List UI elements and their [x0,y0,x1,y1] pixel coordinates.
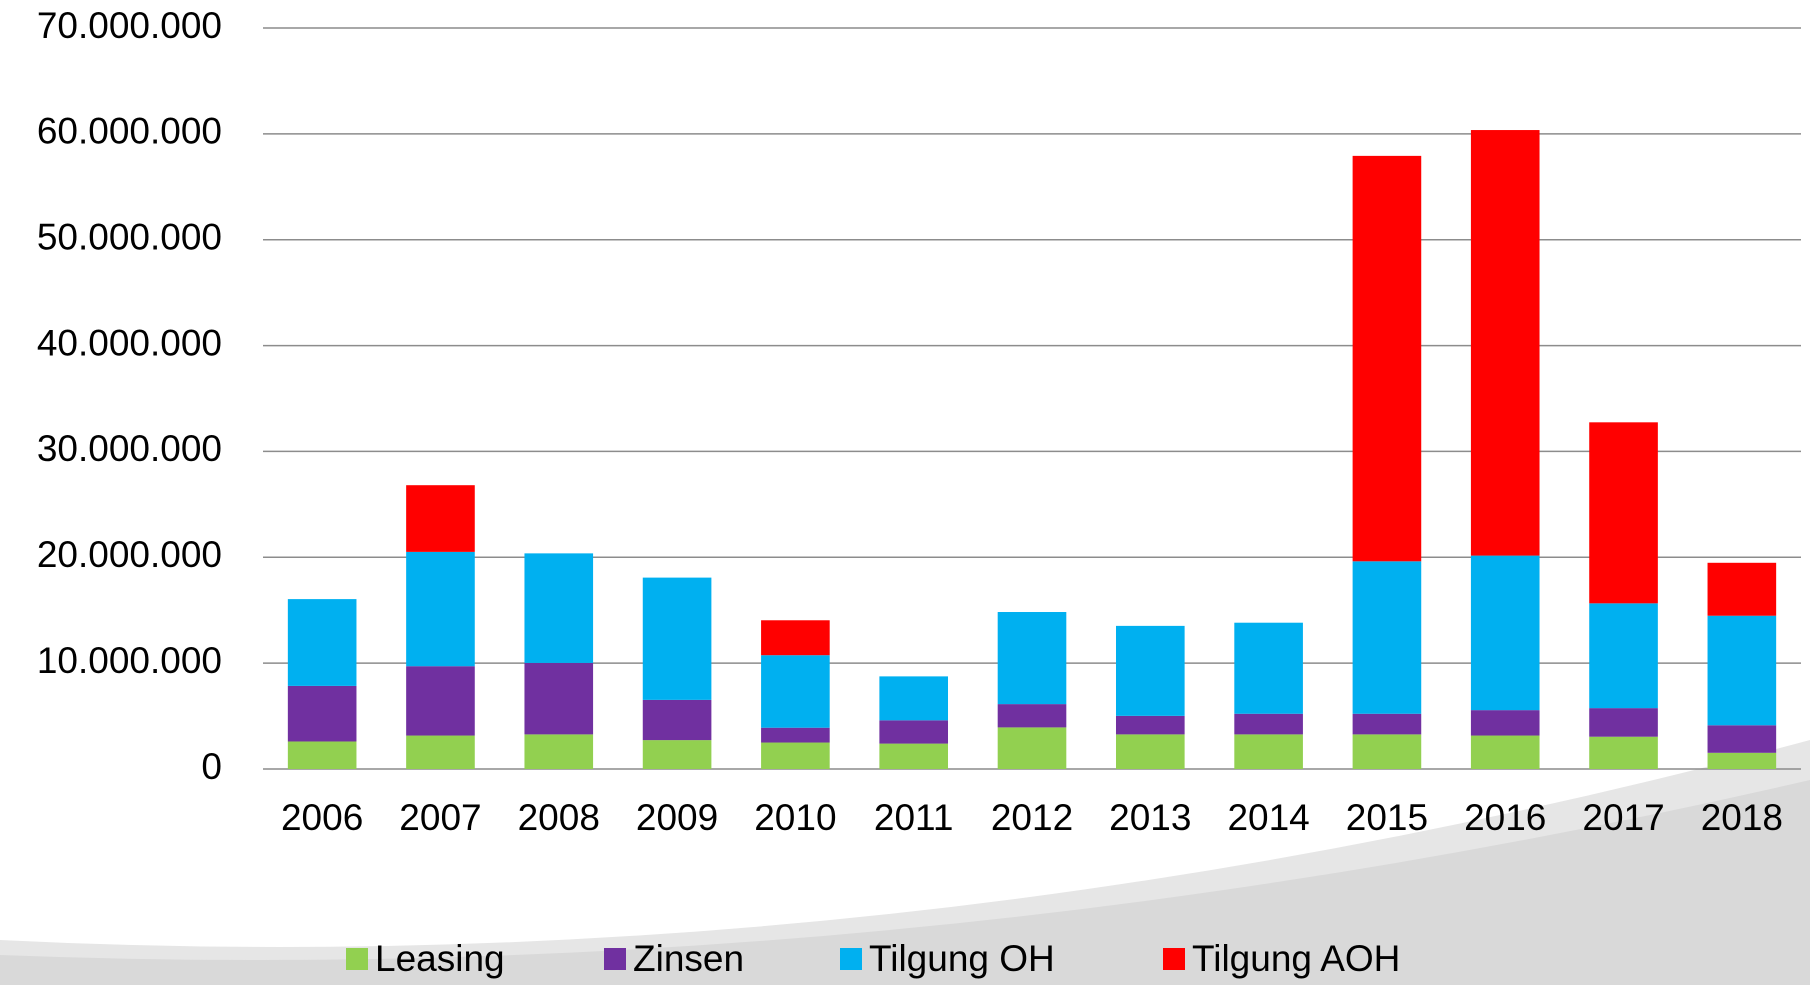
bar-segment [287,741,357,769]
bar-segment [1234,622,1303,714]
bar-segment [642,740,712,769]
bar-segment [1707,615,1777,726]
x-tick-label: 2008 [518,797,600,838]
bar-segment [1707,562,1777,616]
bar-segment [1589,708,1658,737]
x-tick-label: 2013 [1109,797,1191,838]
bar-segment [524,734,594,769]
y-tick-label: 20.000.000 [37,534,222,575]
bar-segment [287,685,357,742]
x-tick-label: 2015 [1346,797,1428,838]
y-tick-label: 40.000.000 [37,322,222,363]
x-tick-label: 2007 [399,797,481,838]
x-tick-label: 2012 [991,797,1073,838]
bar-segment [1470,710,1540,736]
bar-segment [1470,735,1540,769]
bar-segment [1707,752,1777,769]
legend-swatch [604,948,626,970]
bar-segment [642,577,712,700]
x-tick-label: 2009 [636,797,718,838]
y-tick-label: 10.000.000 [37,640,222,681]
bar-segment [1352,734,1422,769]
legend-label: Tilgung AOH [1192,938,1400,979]
bar-segment [1234,713,1303,735]
bar-segment [1234,734,1303,769]
bar-segment [879,743,949,769]
legend-swatch [346,948,368,970]
bar-segment [1115,734,1185,769]
y-tick-label: 60.000.000 [37,111,222,152]
bar-segment [997,612,1067,705]
bar-segment [1352,713,1422,735]
y-tick-label: 50.000.000 [37,216,222,257]
bar-segment [1470,555,1540,711]
x-tick-label: 2014 [1227,797,1309,838]
bar-segment [761,620,830,656]
bar-segment [406,551,475,667]
bar-segment [1470,130,1540,556]
bar-segment [1589,736,1658,769]
bar-segment [1589,603,1658,709]
x-tick-label: 2017 [1582,797,1664,838]
legend-label: Zinsen [633,938,744,979]
bar-segment [879,720,949,744]
bar-segment [406,666,475,736]
bar-segment [524,662,594,735]
bar-segment [1707,725,1777,753]
bar-segment [761,742,830,769]
bar-segment [406,735,475,769]
bar-segment [1589,422,1658,604]
legend-label: Leasing [375,938,505,979]
x-tick-label: 2011 [874,797,954,838]
bar-segment [287,599,357,686]
y-tick-label: 30.000.000 [37,428,222,469]
legend-swatch [1163,948,1185,970]
x-tick-label: 2016 [1464,797,1546,838]
y-tick-label: 70.000.000 [37,5,222,46]
bar-segment [642,699,712,741]
bar-segment [1115,715,1185,735]
x-tick-label: 2010 [754,797,836,838]
bar-segment [524,553,594,663]
background-swoosh [0,780,1810,985]
legend-swatch [840,948,862,970]
bar-segment [1352,561,1422,714]
bar-segment [406,485,475,552]
bar-segment [761,727,830,743]
y-tick-label: 0 [201,746,222,787]
bar-segment [997,727,1067,769]
legend-label: Tilgung OH [869,938,1055,979]
x-tick-label: 2018 [1701,797,1783,838]
bar-segment [761,655,830,728]
bar-segment [1352,155,1422,562]
bar-segment [997,704,1067,728]
bar-segment [879,676,949,721]
bar-segment [1115,625,1185,716]
x-tick-label: 2006 [281,797,363,838]
